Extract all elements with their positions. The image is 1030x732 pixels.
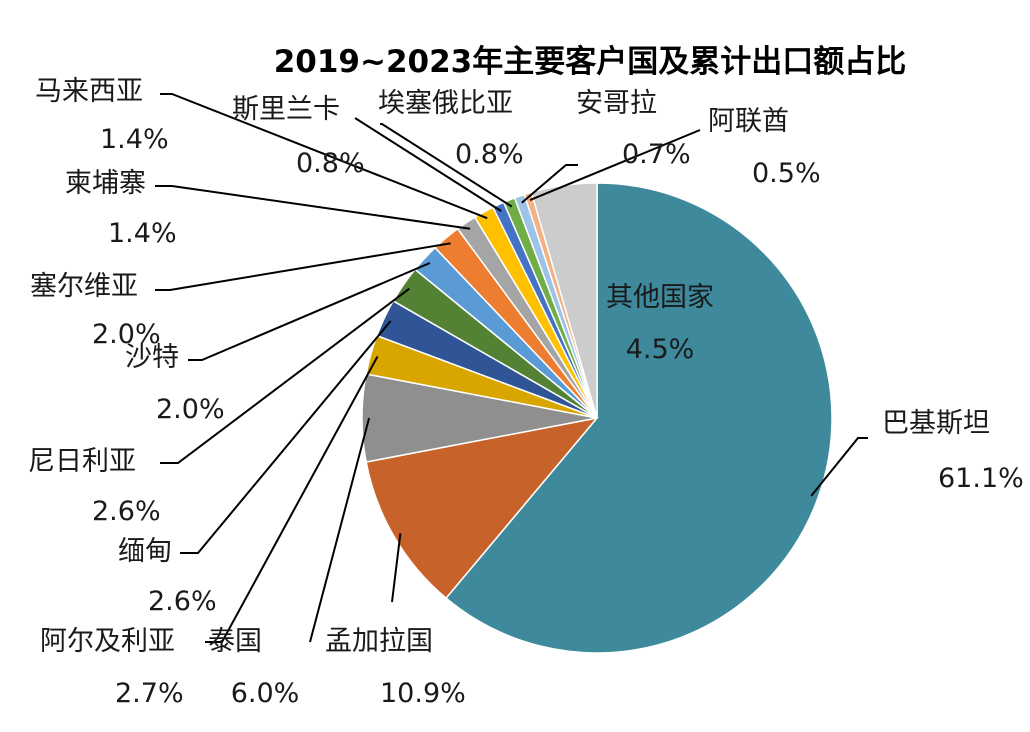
slice-label-13: 阿联酋: [708, 106, 789, 137]
slice-label-3: 阿尔及利亚: [40, 626, 175, 657]
slice-label-12: 安哥拉: [576, 88, 657, 119]
slice-label-4: 缅甸: [118, 536, 172, 567]
slice-value-1: 10.9%: [380, 678, 466, 709]
slice-value-4: 2.6%: [148, 586, 217, 617]
slice-value-5: 2.6%: [92, 496, 161, 527]
leader-line-8: [155, 185, 471, 230]
chart-title: 2019~2023年主要客户国及累计出口额占比: [274, 44, 907, 80]
slice-value-11: 0.8%: [455, 139, 524, 170]
leader-line-1: [391, 533, 402, 603]
slice-value-0: 61.1%: [938, 463, 1024, 494]
slice-label-7: 塞尔维亚: [30, 271, 138, 302]
leader-line-9: [160, 93, 488, 220]
slice-label-11: 埃塞俄比亚: [378, 88, 513, 119]
leader-line-11: [380, 123, 513, 208]
slice-label-9: 马来西亚: [35, 76, 143, 107]
slice-value-6: 2.0%: [156, 394, 225, 425]
slice-value-9: 1.4%: [100, 124, 169, 155]
slice-label-0: 巴基斯坦: [882, 408, 990, 439]
slice-label-8: 柬埔寨: [65, 168, 146, 199]
slice-value-2: 6.0%: [231, 678, 300, 709]
slice-label-5: 尼日利亚: [28, 446, 136, 477]
pie-slices: [361, 182, 833, 654]
leader-line-12: [521, 164, 578, 204]
slice-0: [445, 182, 833, 654]
leader-lines: [155, 93, 868, 643]
slice-label-10: 斯里兰卡: [232, 94, 340, 125]
slice-labels: 巴基斯坦 61.1% 孟加拉国 10.9% 泰国 6.0% 阿尔及利亚 2.7% 缅甸 2.6% 尼…: [28, 76, 1024, 709]
slice-value-13: 0.5%: [752, 158, 821, 189]
slice-1: [365, 416, 599, 600]
leader-line-5: [160, 287, 410, 464]
leader-line-13: [529, 129, 701, 202]
slice-value-14: 4.5%: [626, 334, 695, 365]
slice-label-2: 泰国: [208, 626, 262, 657]
leader-line-4: [180, 320, 392, 554]
slice-label-14: 其他国家: [606, 282, 714, 313]
slice-value-8: 1.4%: [108, 218, 177, 249]
leader-line-7: [155, 242, 451, 291]
slice-value-10: 0.8%: [296, 148, 365, 179]
leader-line-2: [309, 417, 371, 643]
slice-label-6: 沙特: [125, 342, 179, 373]
leader-line-6: [188, 262, 431, 361]
slice-value-12: 0.7%: [622, 139, 691, 170]
slice-value-3: 2.7%: [115, 678, 184, 709]
slice-label-1: 孟加拉国: [325, 626, 433, 657]
leader-line-10: [354, 117, 502, 212]
leader-line-0: [810, 437, 868, 497]
leader-line-3: [205, 356, 379, 643]
slice-value-7: 2.0%: [92, 319, 161, 350]
